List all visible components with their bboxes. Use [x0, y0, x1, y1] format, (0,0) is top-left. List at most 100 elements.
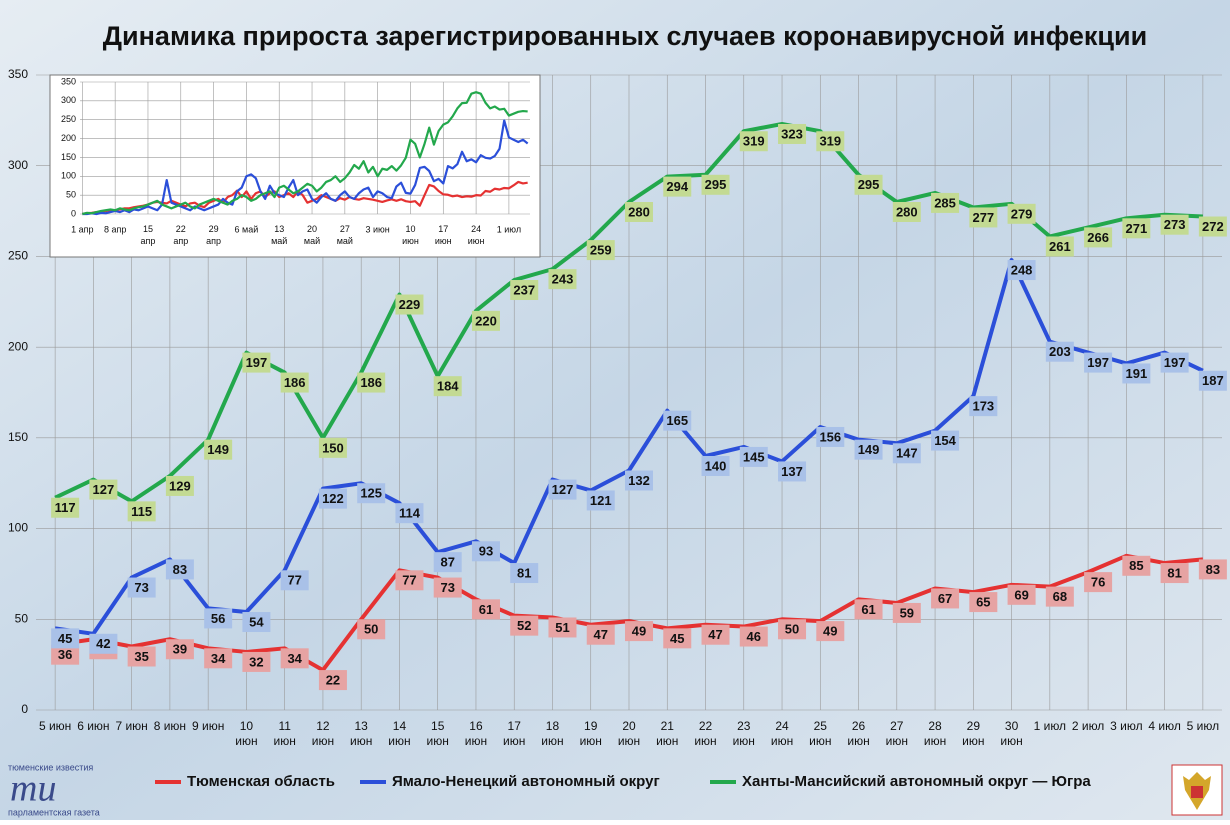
data-label: 117	[55, 500, 76, 515]
data-label: 34	[287, 651, 302, 666]
y-tick-label: 50	[15, 611, 29, 625]
data-label-box	[854, 174, 883, 195]
data-label: 83	[173, 562, 187, 577]
data-label-box	[701, 174, 730, 195]
data-label: 294	[666, 179, 688, 194]
x-tick-label: 17 июн	[503, 719, 525, 748]
data-label-box	[548, 617, 577, 638]
x-tick-label: 6 май	[235, 224, 259, 234]
data-label-box	[89, 633, 118, 654]
data-label-box	[548, 269, 577, 290]
data-label-box	[1198, 370, 1227, 391]
x-tick-label: 17 июн	[435, 224, 452, 246]
data-label: 87	[440, 555, 454, 570]
data-label: 137	[781, 464, 803, 479]
data-label-box	[395, 294, 424, 315]
data-label: 186	[284, 375, 306, 390]
data-label: 154	[934, 433, 956, 448]
data-label: 81	[517, 565, 531, 580]
x-tick-label: 15 июн	[427, 719, 449, 748]
data-label: 129	[169, 478, 191, 493]
data-label-box	[778, 619, 807, 640]
data-label-box	[127, 501, 156, 522]
data-label-box	[969, 207, 998, 228]
data-label-box	[433, 552, 462, 573]
data-label: 243	[552, 272, 574, 287]
data-label: 39	[173, 642, 187, 657]
data-label-box	[357, 372, 386, 393]
legend-label: Ямало-Ненецкий автономный округ	[392, 773, 660, 790]
data-label: 69	[1014, 587, 1028, 602]
legend-label: Тюменская область	[187, 773, 335, 790]
data-label-box	[586, 624, 615, 645]
x-tick-label: 26 июн	[847, 719, 869, 748]
data-label-box	[1160, 563, 1189, 584]
data-label-box	[242, 352, 271, 373]
data-label: 150	[322, 440, 344, 455]
logo-mark: ти	[10, 768, 56, 810]
data-label: 266	[1087, 230, 1109, 245]
data-label-box	[701, 456, 730, 476]
x-tick-label: 10 июн	[402, 224, 419, 246]
data-label-box	[625, 202, 653, 222]
data-label-box	[663, 628, 692, 649]
x-tick-label: 20 июн	[618, 719, 640, 748]
inset-frame	[49, 74, 541, 258]
x-tick-label: 15 апр	[141, 224, 156, 246]
data-label: 272	[1202, 219, 1224, 234]
data-label-box	[280, 648, 309, 669]
emblem	[1171, 764, 1223, 816]
series-line	[82, 119, 529, 216]
data-label: 323	[781, 126, 803, 141]
data-label: 122	[322, 491, 344, 506]
data-label-box	[931, 430, 960, 451]
data-label: 173	[972, 399, 994, 414]
data-label-box	[1160, 352, 1189, 373]
data-label: 271	[1126, 221, 1148, 236]
data-label-box	[1198, 216, 1227, 237]
data-label: 54	[249, 614, 264, 629]
x-tick-label: 7 июн	[115, 719, 147, 733]
x-tick-label: 20 май	[304, 224, 320, 246]
x-tick-label: 12 июн	[312, 719, 334, 748]
data-label: 115	[131, 504, 152, 519]
data-label-box	[892, 202, 921, 222]
data-label: 77	[287, 573, 301, 588]
y-tick-label: 150	[61, 152, 76, 162]
x-tick-label: 22 июн	[694, 719, 716, 748]
data-label-box	[510, 563, 539, 584]
data-label-box	[165, 639, 194, 660]
data-label-box	[586, 490, 615, 511]
data-label: 42	[96, 636, 110, 651]
data-label: 197	[1087, 355, 1109, 370]
x-tick-label: 23 июн	[733, 719, 755, 748]
x-tick-label: 2 июл	[1072, 719, 1104, 733]
data-label-box	[1084, 352, 1113, 373]
y-tick-label: 0	[21, 702, 28, 716]
y-tick-label: 350	[8, 67, 28, 81]
data-label: 52	[517, 618, 531, 633]
series-line	[82, 91, 528, 216]
data-label: 49	[823, 624, 837, 639]
x-tick-label: 16 июн	[465, 719, 487, 748]
data-label-box	[892, 443, 921, 464]
data-label-box	[89, 479, 118, 500]
data-label: 319	[743, 134, 765, 149]
data-label-box	[471, 599, 500, 620]
x-tick-label: 13 июн	[350, 719, 372, 748]
data-label: 140	[705, 458, 727, 473]
data-label: 68	[1053, 589, 1067, 604]
data-label-box	[548, 479, 577, 500]
inset-plot: 0 50 100 150 200 250 300 350 1 апр 8 апр 15 апр 22 ап…	[61, 76, 530, 246]
data-label: 125	[360, 486, 382, 501]
data-label-box	[1122, 363, 1151, 384]
data-label: 76	[1091, 575, 1105, 590]
data-label: 46	[747, 629, 761, 644]
data-label-box	[1007, 203, 1036, 224]
data-label-box	[739, 446, 768, 467]
data-label: 121	[590, 493, 612, 508]
x-tick-label: 10 июн	[235, 719, 257, 748]
data-label-box	[510, 615, 539, 636]
data-label: 280	[896, 204, 918, 219]
